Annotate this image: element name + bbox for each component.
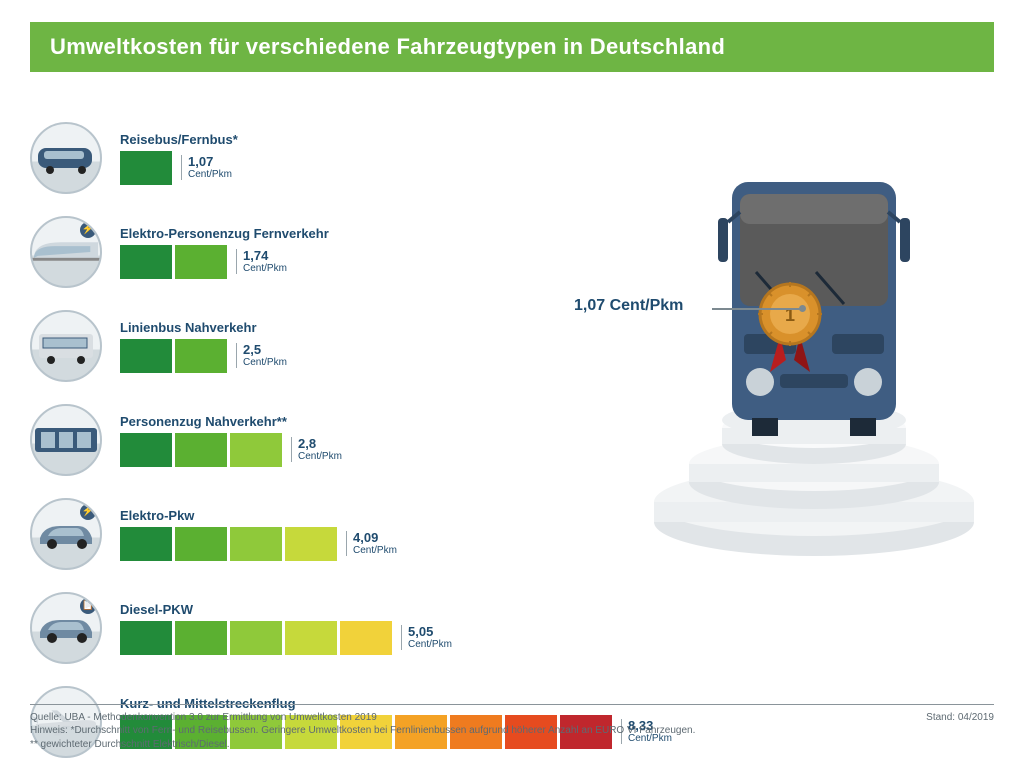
bar-segment — [120, 621, 172, 655]
bar-segment — [230, 433, 282, 467]
value-block: 2,8Cent/Pkm — [291, 437, 342, 462]
train-fast-icon: ⚡ — [30, 216, 102, 288]
row-dieselpkw: 📋 Diesel-PKW 5,05Cent/Pkm — [30, 592, 994, 664]
bar-segment — [120, 339, 172, 373]
podium-icon — [654, 402, 974, 556]
value-number: 5,05 — [408, 625, 452, 639]
car-icon: 📋 — [30, 592, 102, 664]
row-label: Diesel-PKW — [120, 602, 994, 617]
footer: Quelle: UBA - Methodenkonvention 3.0 zur… — [30, 704, 994, 752]
bar-segment — [175, 621, 227, 655]
badge-icon: 📋 — [80, 598, 96, 614]
footer-source: Quelle: UBA - Methodenkonvention 3.0 zur… — [30, 711, 994, 725]
value-unit: Cent/Pkm — [188, 169, 232, 180]
badge-icon: ⚡ — [80, 504, 96, 520]
car-icon: ⚡ — [30, 498, 102, 570]
bar-segment — [175, 527, 227, 561]
value-unit: Cent/Pkm — [353, 545, 397, 556]
value-unit: Cent/Pkm — [243, 357, 287, 368]
citybus-icon — [30, 310, 102, 382]
value-number: 4,09 — [353, 531, 397, 545]
bar-segment — [230, 621, 282, 655]
content-area: Reisebus/Fernbus*1,07Cent/Pkm⚡Elektro-Pe… — [30, 122, 994, 692]
value-number: 2,8 — [298, 437, 342, 451]
train-local-icon — [30, 404, 102, 476]
value-block: 1,07Cent/Pkm — [181, 155, 232, 180]
value-number: 2,5 — [243, 343, 287, 357]
header-title: Umweltkosten für verschiedene Fahrzeugty… — [50, 34, 725, 59]
bar-segment — [175, 339, 227, 373]
value-block: 1,74Cent/Pkm — [236, 249, 287, 274]
footer-note1: Hinweis: *Durchschnitt von Fern- und Rei… — [30, 724, 994, 738]
bar-segment — [120, 245, 172, 279]
value-unit: Cent/Pkm — [298, 451, 342, 462]
hero-illustration: 1 — [584, 122, 984, 562]
value-block: 2,5Cent/Pkm — [236, 343, 287, 368]
bar-segment — [120, 433, 172, 467]
value-number: 1,07 — [188, 155, 232, 169]
bar-segment — [175, 433, 227, 467]
hero-zone: 1,07 Cent/Pkm — [584, 122, 984, 562]
bar-segment — [120, 527, 172, 561]
coach-icon — [30, 122, 102, 194]
bar-segment — [230, 527, 282, 561]
bar-segment — [285, 621, 337, 655]
bar-segment — [175, 245, 227, 279]
footer-note2: ** gewichteter Durchschnitt Elektrisch/D… — [30, 738, 994, 752]
value-unit: Cent/Pkm — [243, 263, 287, 274]
bar-segment — [285, 527, 337, 561]
hero-value: 1,07 Cent/Pkm — [574, 297, 683, 315]
badge-icon: ⚡ — [80, 222, 96, 238]
value-unit: Cent/Pkm — [408, 639, 452, 650]
value-block: 4,09Cent/Pkm — [346, 531, 397, 556]
footer-stand: Stand: 04/2019 — [926, 711, 994, 725]
bar-segment — [340, 621, 392, 655]
row-body: Diesel-PKW 5,05Cent/Pkm — [120, 602, 994, 655]
header-bar: Umweltkosten für verschiedene Fahrzeugty… — [30, 22, 994, 72]
hero-leader-line — [712, 308, 802, 310]
bar: 5,05Cent/Pkm — [120, 621, 994, 655]
value-block: 5,05Cent/Pkm — [401, 625, 452, 650]
bar-segment — [120, 151, 172, 185]
value-number: 1,74 — [243, 249, 287, 263]
